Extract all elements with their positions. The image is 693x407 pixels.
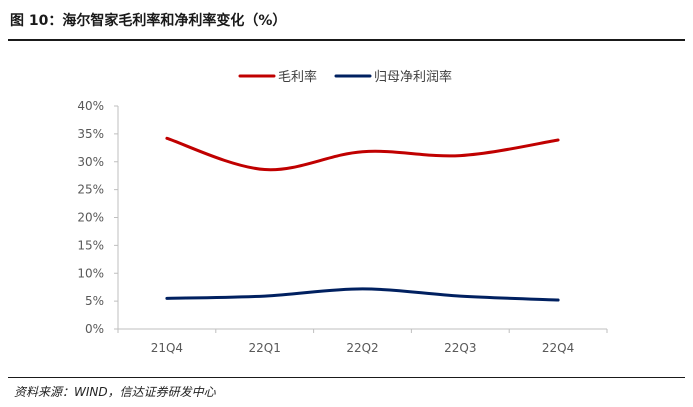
x-tick-label: 21Q4 [151,341,183,355]
x-tick-label: 22Q3 [444,341,476,355]
y-tick-label: 35% [77,127,104,141]
x-tick-label: 22Q1 [249,341,281,355]
y-tick-label: 40% [77,99,104,113]
x-tick-label: 22Q4 [542,341,574,355]
y-tick-label: 30% [77,155,104,169]
y-tick-label: 10% [77,266,104,280]
x-tick-label: 22Q2 [346,341,378,355]
line-chart: 毛利率 归母净利润率 0% 5% 10% 15% 20% 25% 30% 35% 40% 21Q4 2… [77,69,608,355]
y-tick-label: 15% [77,238,104,252]
chart-series [165,136,560,302]
legend-label-1: 归母净利润率 [374,69,452,85]
source-note: 资料来源：WIND，信达证券研发中心 [14,385,216,399]
figure-title: 图 10：海尔智家毛利率和净利率变化（%） [10,13,287,29]
y-tick-label: 5% [85,294,104,308]
chart-axes: 0% 5% 10% 15% 20% 25% 30% 35% 40% 21Q4 22Q1 22Q2 22Q… [77,99,608,355]
footer-divider [8,377,685,378]
legend-label-0: 毛利率 [278,69,317,85]
y-tick-label: 20% [77,211,104,225]
title-divider [8,39,685,41]
series-line-1 [165,287,560,302]
chart-legend: 毛利率 归母净利润率 [238,69,452,85]
y-tick-label: 25% [77,183,104,197]
y-tick-label: 0% [85,322,104,336]
series-line-0 [165,136,560,172]
